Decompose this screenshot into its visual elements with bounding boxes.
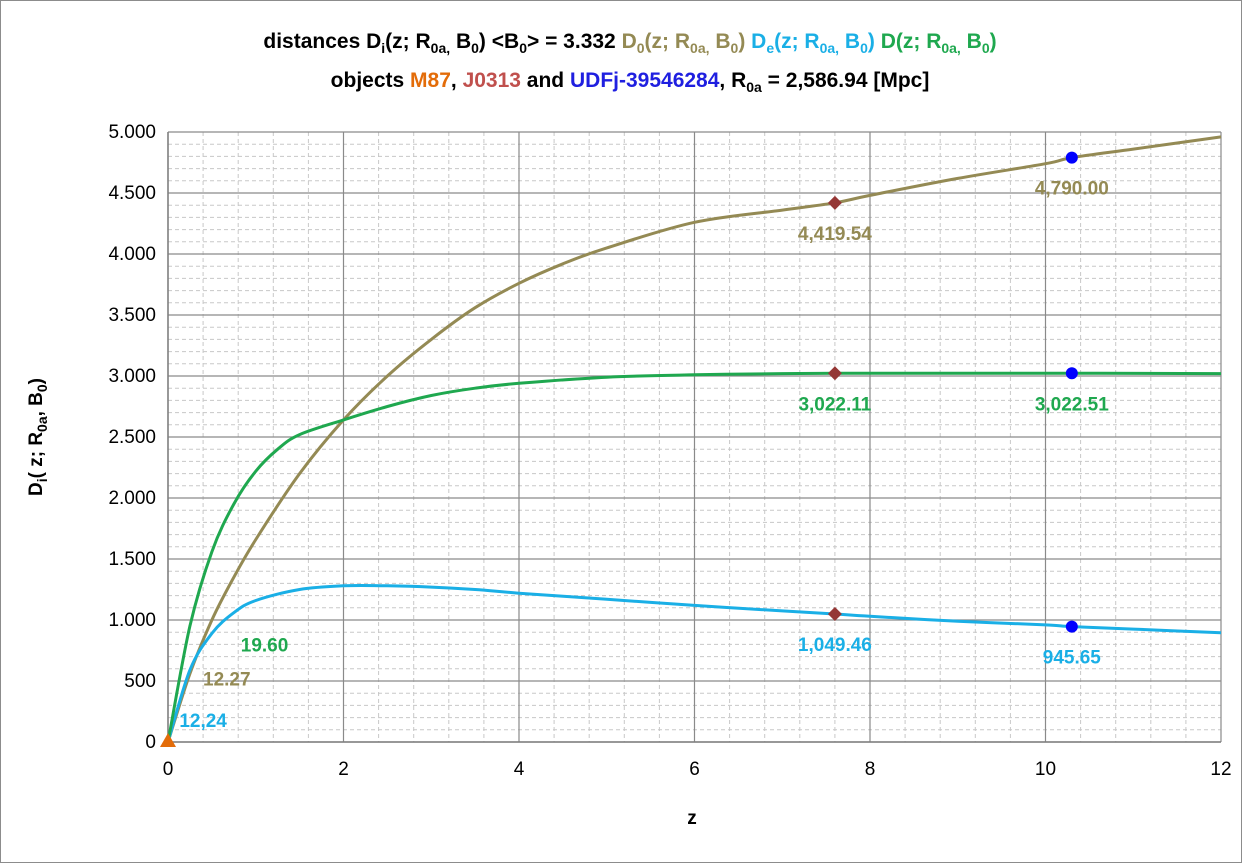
y-tick-label: 500 [124,671,156,692]
x-tick-label: 0 [163,759,174,780]
data-label: 4,790.00 [1035,179,1109,200]
x-tick-label: 2 [338,759,349,780]
y-tick-label: 4.500 [108,183,156,204]
data-label: 1,049.46 [798,635,872,656]
data-label: 4,419.54 [798,224,872,245]
marker-m87 [160,733,176,747]
y-tick-label: 2.000 [108,488,156,509]
x-tick-label: 10 [1035,759,1056,780]
x-tick-label: 12 [1210,759,1231,780]
series-line-d [166,371,1222,743]
y-tick-label: 1.000 [108,610,156,631]
x-tick-label: 6 [689,759,700,780]
y-tick-label: 3.500 [108,305,156,326]
y-tick-label: 1.500 [108,549,156,570]
x-axis-title: z [687,808,697,829]
chart-title-line-1: distances Di(z; R0a, B0) <B0> = 3.332 D0… [263,30,996,56]
marker-udfj [1065,620,1078,633]
y-tick-label: 5.000 [108,122,156,143]
series-lines [166,135,1222,743]
marker-j0313 [827,606,842,621]
series-line-d0 [166,135,1222,743]
axes [167,132,1221,743]
data-labels: 4,419.54 4,790.00 3,022.11 3,022.51 1,049.46… [179,179,1109,732]
marker-udfj [1065,151,1078,164]
data-label: 12,24 [179,711,227,732]
x-axis-tick-labels: 0 2 4 6 8 10 12 [163,759,1232,780]
data-label: 12.27 [203,670,251,691]
data-label: 3,022.11 [798,394,871,415]
marker-j0313 [827,366,842,381]
y-tick-label: 3.000 [108,366,156,387]
data-label: 3,022.51 [1035,394,1109,415]
marker-udfj [1065,367,1078,380]
y-tick-label: 2.500 [108,427,156,448]
x-tick-label: 8 [865,759,876,780]
chart-title-line-2: objects M87, J0313 and UDFj-39546284, R0… [331,69,930,95]
data-markers [160,151,1078,747]
x-tick-label: 4 [514,759,525,780]
y-tick-label: 4.000 [108,244,156,265]
data-label: 19.60 [241,635,289,656]
data-label: 945.65 [1043,648,1102,669]
y-axis-tick-labels: 0 500 1.000 1.500 2.000 2.500 3.000 3.500 4.000 4… [108,122,156,753]
series-line-de [166,583,1222,743]
y-axis-title: Di( z; R0a, B0) [26,378,50,496]
y-tick-label: 0 [145,732,156,753]
marker-j0313 [827,195,842,210]
